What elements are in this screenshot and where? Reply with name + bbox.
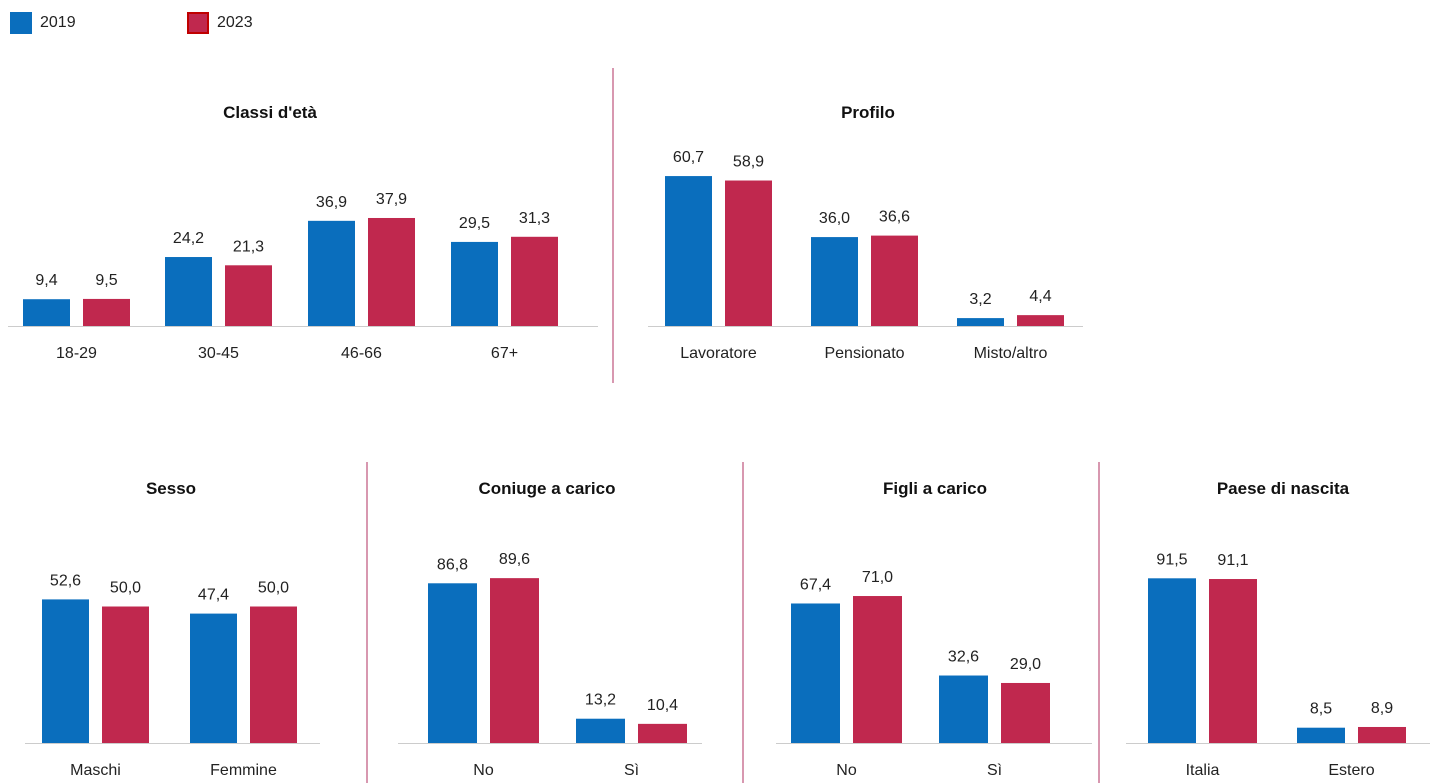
chart-profilo-value-label-pensionato-2023: 36,6: [879, 209, 910, 226]
chart-sesso-value-label-maschi-2019: 52,6: [50, 572, 81, 589]
chart-coniuge-a-carico-bar-s-2019: [576, 718, 625, 743]
chart-paese-di-nascita-value-label-estero-2023: 8,9: [1371, 700, 1393, 717]
chart-profilo-value-label-misto-altro-2023: 4,4: [1029, 288, 1051, 305]
chart-profilo-title: Profilo: [841, 103, 895, 122]
chart-classi-d-et-bar-18-29-2023: [83, 298, 130, 326]
chart-sesso-bar-maschi-2023: [102, 606, 149, 743]
chart-classi-d-et-value-label-18-29-2023: 9,5: [95, 272, 117, 289]
chart-sesso-value-label-maschi-2023: 50,0: [110, 580, 141, 597]
chart-classi-d-et-bar-46-66-2019: [308, 220, 355, 326]
chart-sesso-category-label-femmine: Femmine: [210, 762, 277, 779]
legend-swatch-2023: [187, 12, 209, 34]
chart-profilo-category-label-misto-altro: Misto/altro: [974, 345, 1048, 362]
chart-profilo-bar-pensionato-2019: [811, 237, 858, 326]
chart-sesso-value-label-femmine-2019: 47,4: [198, 587, 229, 604]
chart-paese-di-nascita-bar-estero-2019: [1297, 727, 1345, 743]
chart-paese-di-nascita-title: Paese di nascita: [1217, 479, 1350, 498]
chart-paese-di-nascita-category-label-italia: Italia: [1186, 762, 1220, 779]
chart-classi-d-et-category-label-67: 67+: [491, 345, 518, 362]
chart-classi-d-et-value-label-67-2019: 29,5: [459, 215, 490, 232]
legend-item-2019: 2019: [10, 12, 76, 34]
chart-profilo-value-label-pensionato-2019: 36,0: [819, 210, 850, 227]
chart-classi-d-et-category-label-18-29: 18-29: [56, 345, 97, 362]
legend-item-2023: 2023: [187, 12, 253, 34]
chart-classi-d-et-bar-18-29-2019: [23, 299, 70, 326]
chart-classi-d-et-bar-30-45-2023: [225, 265, 272, 326]
legend-label-2019: 2019: [40, 14, 76, 31]
chart-paese-di-nascita-bar-italia-2019: [1148, 578, 1196, 743]
chart-coniuge-a-carico-bar-s-2023: [638, 723, 687, 743]
chart-figli-a-carico-bar-no-2023: [853, 596, 902, 743]
chart-coniuge-a-carico-bar-no-2023: [490, 578, 539, 743]
chart-sesso-bar-femmine-2019: [190, 613, 237, 743]
chart-sesso-title: Sesso: [146, 479, 196, 498]
chart-figli-a-carico-bar-no-2019: [791, 603, 840, 743]
chart-profilo-category-label-lavoratore: Lavoratore: [680, 345, 757, 362]
chart-classi-d-et-value-label-18-29-2019: 9,4: [35, 272, 57, 289]
chart-coniuge-a-carico-category-label-no: No: [473, 762, 494, 779]
chart-figli-a-carico-value-label-s-2023: 29,0: [1010, 656, 1041, 673]
chart-paese-di-nascita-value-label-italia-2023: 91,1: [1217, 552, 1248, 569]
chart-paese-di-nascita-value-label-italia-2019: 91,5: [1156, 551, 1187, 568]
chart-profilo-value-label-lavoratore-2019: 60,7: [673, 149, 704, 166]
chart-classi-d-et-value-label-30-45-2023: 21,3: [233, 238, 264, 255]
chart-sesso-value-label-femmine-2023: 50,0: [258, 580, 289, 597]
chart-coniuge-a-carico-value-label-s-2023: 10,4: [647, 697, 678, 714]
chart-figli-a-carico-category-label-no: No: [836, 762, 857, 779]
chart-profilo-value-label-misto-altro-2019: 3,2: [969, 291, 991, 308]
chart-paese-di-nascita-bar-estero-2023: [1358, 726, 1406, 743]
chart-profilo-bar-misto-altro-2019: [957, 318, 1004, 326]
chart-profilo-bar-pensionato-2023: [871, 235, 918, 326]
chart-paese-di-nascita-category-label-estero: Estero: [1328, 762, 1374, 779]
chart-coniuge-a-carico-category-label-s: Sì: [624, 762, 639, 779]
chart-coniuge-a-carico-value-label-no-2023: 89,6: [499, 551, 530, 568]
chart-classi-d-et-value-label-46-66-2019: 36,9: [316, 194, 347, 211]
legend-swatch-2019: [10, 12, 32, 34]
chart-profilo-bar-lavoratore-2019: [665, 176, 712, 326]
chart-classi-d-et-bar-67-2019: [451, 241, 498, 326]
chart-classi-d-et-value-label-67-2023: 31,3: [519, 210, 550, 227]
chart-figli-a-carico-bar-s-2023: [1001, 682, 1050, 743]
chart-classi-d-et-value-label-30-45-2019: 24,2: [173, 230, 204, 247]
chart-sesso-bar-femmine-2023: [250, 606, 297, 743]
chart-profilo-bar-lavoratore-2023: [725, 180, 772, 326]
chart-paese-di-nascita-bar-italia-2023: [1209, 579, 1257, 743]
chart-sesso-category-label-maschi: Maschi: [70, 762, 121, 779]
chart-paese-di-nascita-value-label-estero-2019: 8,5: [1310, 701, 1332, 718]
chart-classi-d-et-bar-46-66-2023: [368, 217, 415, 326]
chart-coniuge-a-carico-value-label-no-2019: 86,8: [437, 556, 468, 573]
chart-classi-d-et-category-label-46-66: 46-66: [341, 345, 382, 362]
chart-classi-d-et-title: Classi d'età: [223, 103, 317, 122]
chart-classi-d-et-category-label-30-45: 30-45: [198, 345, 239, 362]
chart-figli-a-carico-value-label-no-2023: 71,0: [862, 569, 893, 586]
chart-classi-d-et-value-label-46-66-2023: 37,9: [376, 191, 407, 208]
chart-figli-a-carico-value-label-no-2019: 67,4: [800, 576, 831, 593]
chart-figli-a-carico-category-label-s: Sì: [987, 762, 1002, 779]
chart-profilo-value-label-lavoratore-2023: 58,9: [733, 154, 764, 171]
chart-figli-a-carico-value-label-s-2019: 32,6: [948, 649, 979, 666]
chart-profilo-bar-misto-altro-2023: [1017, 315, 1064, 326]
chart-profilo-category-label-pensionato: Pensionato: [824, 345, 904, 362]
chart-classi-d-et-bar-67-2023: [511, 236, 558, 326]
chart-figli-a-carico-bar-s-2019: [939, 675, 988, 743]
chart-coniuge-a-carico-bar-no-2019: [428, 583, 477, 743]
legend-label-2023: 2023: [217, 14, 253, 31]
chart-sesso-bar-maschi-2019: [42, 599, 89, 743]
chart-coniuge-a-carico-title: Coniuge a carico: [479, 479, 616, 498]
chart-classi-d-et-bar-30-45-2019: [165, 257, 212, 326]
chart-coniuge-a-carico-value-label-s-2019: 13,2: [585, 692, 616, 709]
chart-figli-a-carico-title: Figli a carico: [883, 479, 987, 498]
